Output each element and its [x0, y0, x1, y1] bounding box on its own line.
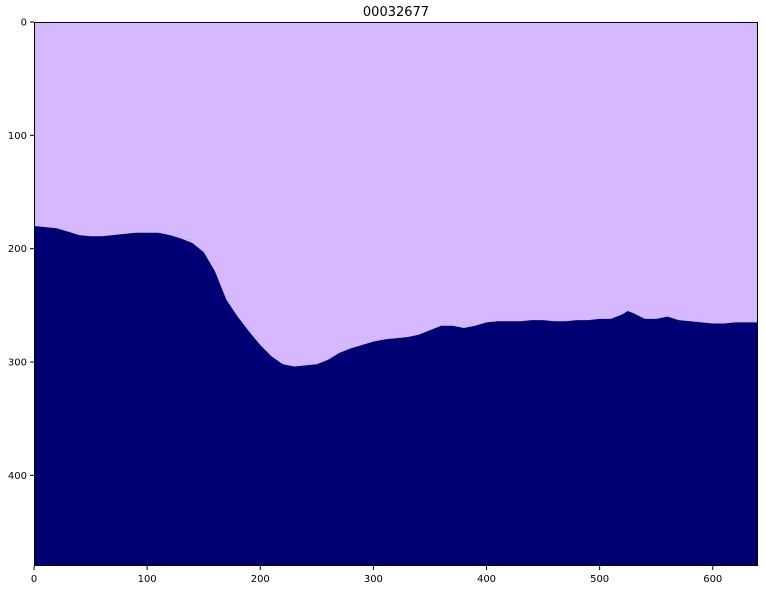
y-tick-label: 0: [21, 18, 27, 29]
x-tick-label: 600: [703, 574, 722, 585]
x-axis: 0 100 200 300 400 500 600: [31, 566, 722, 585]
x-tick-label: 400: [477, 574, 496, 585]
y-tick-label: 300: [8, 358, 27, 369]
plot-area: [34, 22, 758, 566]
y-tick-label: 100: [8, 131, 27, 142]
x-tick-label: 300: [364, 574, 383, 585]
x-tick-label: 200: [251, 574, 270, 585]
lower-region: [34, 226, 758, 566]
x-tick-label: 0: [31, 574, 37, 585]
x-tick-label: 100: [138, 574, 157, 585]
y-tick-label: 400: [8, 471, 27, 482]
y-axis: 0 100 200 300 400: [8, 18, 34, 482]
y-tick-label: 200: [8, 244, 27, 255]
x-tick-label: 500: [590, 574, 609, 585]
plot-frame: [34, 22, 758, 566]
chart-title: 00032677: [363, 5, 429, 20]
